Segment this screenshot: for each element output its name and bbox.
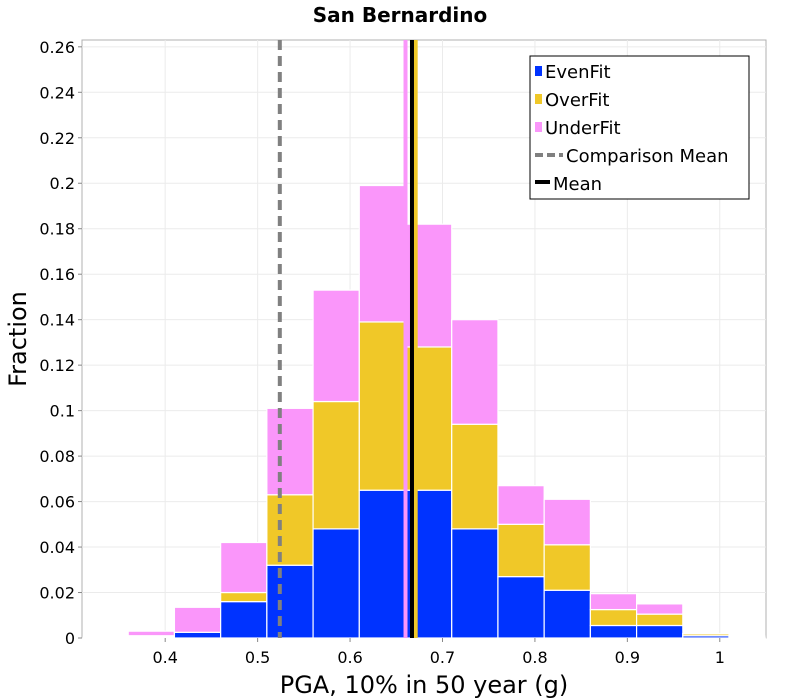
bar-overfit — [220, 591, 268, 603]
legend-swatch-underfit — [535, 122, 542, 132]
bar-underfit — [82, 636, 129, 639]
bar-overfit — [543, 544, 591, 591]
bar-underfit — [497, 485, 545, 525]
x-tick-label: 0.6 — [337, 648, 362, 667]
y-tick-label: 0.18 — [39, 220, 75, 239]
bar-underfit — [173, 606, 222, 633]
bar-evenfit — [220, 601, 268, 639]
bar-overfit — [358, 321, 407, 491]
y-axis-label: Fraction — [4, 291, 32, 387]
y-tick-label: 0.08 — [39, 447, 75, 466]
bar-underfit — [220, 541, 268, 594]
bar-evenfit — [543, 589, 591, 639]
bar-evenfit — [589, 624, 638, 639]
bar-underfit — [543, 498, 591, 546]
legend-label-evenfit: EvenFit — [545, 62, 611, 83]
x-axis-label: PGA, 10% in 50 year (g) — [280, 671, 569, 699]
bar-evenfit — [312, 528, 360, 639]
x-tick-label: 0.5 — [245, 648, 270, 667]
bar-overfit — [589, 608, 638, 627]
y-tick-label: 0.1 — [50, 402, 75, 421]
y-tick-label: 0.12 — [39, 356, 75, 375]
bar-overfit — [266, 494, 314, 566]
bar-underfit — [358, 184, 407, 323]
legend-box — [529, 55, 750, 200]
legend: EvenFit OverFit UnderFit Comparison Mean… — [529, 55, 750, 200]
chart-title: San Bernardino — [313, 3, 488, 27]
x-tick-label: 0.9 — [615, 648, 640, 667]
bar-evenfit — [173, 631, 222, 639]
bar-evenfit — [358, 489, 407, 639]
x-tick-label: 1 — [715, 648, 725, 667]
legend-label-comparison-mean: Comparison Mean — [566, 146, 729, 167]
legend-label-overfit: OverFit — [545, 90, 609, 111]
y-tick-label: 0.16 — [39, 265, 75, 284]
bar-underfit — [635, 603, 684, 615]
x-tick-label: 0.4 — [152, 648, 177, 667]
y-tick-label: 0.02 — [39, 584, 75, 603]
mean-lines — [277, 40, 418, 638]
bar-overfit — [635, 613, 684, 627]
legend-swatch-evenfit — [535, 66, 542, 76]
bar-evenfit — [635, 624, 684, 639]
legend-label-mean: Mean — [553, 174, 602, 195]
bar-overfit — [451, 423, 499, 530]
y-tick-label: 0.04 — [39, 538, 75, 557]
bar-underfit — [266, 407, 314, 496]
bar-overfit — [312, 400, 360, 530]
y-tick-label: 0.14 — [39, 311, 75, 330]
legend-swatch-overfit — [535, 94, 542, 104]
bar-evenfit — [451, 528, 499, 639]
legend-label-underfit: UnderFit — [545, 118, 621, 139]
x-tick-label: 0.8 — [522, 648, 547, 667]
bar-overfit — [728, 635, 766, 638]
y-tick-label: 0.24 — [39, 83, 75, 102]
bar-underfit — [589, 593, 638, 611]
bar-underfit — [451, 319, 499, 425]
bar-underfit — [312, 289, 360, 403]
bar-underfit — [127, 630, 176, 637]
y-tick-label: 0 — [65, 629, 75, 648]
bar-evenfit — [266, 564, 314, 639]
y-tick-label: 0.06 — [39, 493, 75, 512]
x-axis-ticks: 0.4 0.5 0.6 0.7 0.8 0.9 1 — [152, 638, 725, 667]
y-tick-label: 0.22 — [39, 129, 75, 148]
y-tick-label: 0.2 — [50, 174, 75, 193]
x-tick-label: 0.7 — [430, 648, 455, 667]
bar-evenfit — [497, 576, 545, 639]
y-tick-label: 0.26 — [39, 38, 75, 57]
y-axis-ticks: 0 0.02 0.04 0.06 0.08 0.1 0.12 0.14 0.16 0.18 0.2 0… — [39, 38, 82, 648]
bar-overfit — [497, 523, 545, 578]
